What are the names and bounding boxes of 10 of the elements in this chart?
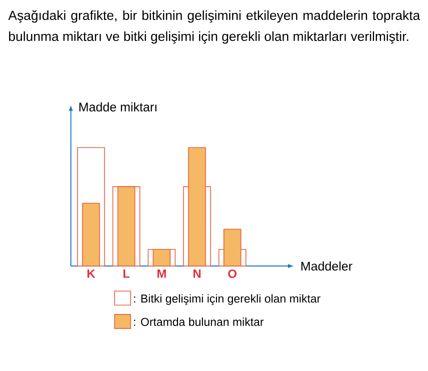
x-tick-label: L: [123, 270, 130, 278]
x-tick-label: O: [228, 270, 237, 278]
x-tick-label: M: [157, 270, 166, 278]
x-tick-label: N: [193, 270, 201, 278]
x-tick-label: K: [87, 270, 96, 278]
x-axis-title: Maddeler: [301, 261, 352, 271]
chart-title: Aşağıdaki grafikte, bir bitkinin gelişimini etkileyen maddelerin toprakta bulunma miktarı ve bitki gelişimi için gerekli olan miktarları verilmiştir.: [8, 10, 420, 44]
legend-label: : Ortamda bulunan miktar: [134, 318, 264, 326]
y-axis-title: Madde miktarı: [79, 102, 156, 112]
legend-label: : Bitki gelişimi için gerekli olan miktar: [134, 294, 320, 305]
